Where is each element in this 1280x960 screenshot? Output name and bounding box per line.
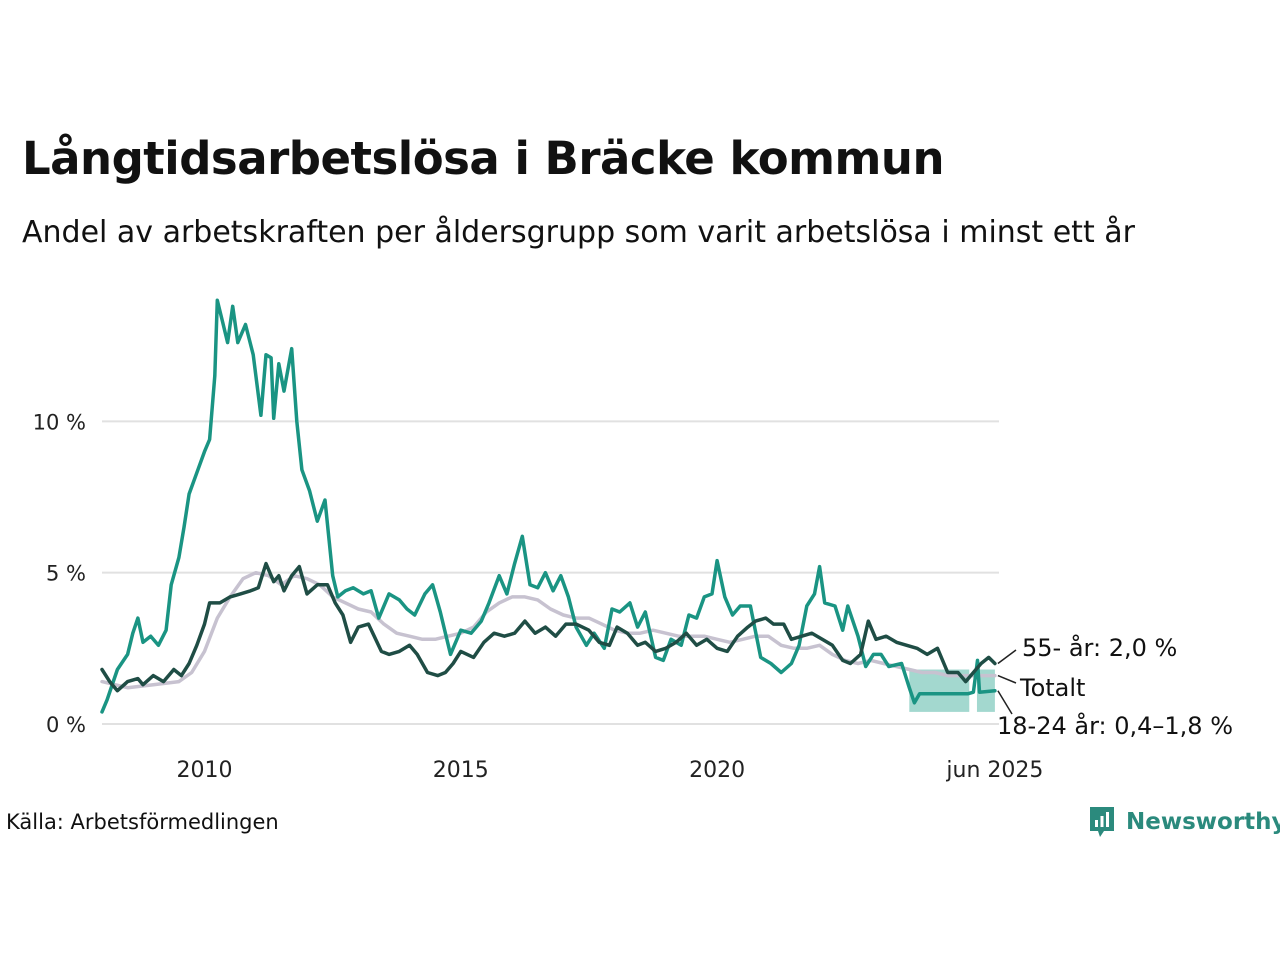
chart-subtitle: Andel av arbetskraften per åldersgrupp s… [22, 215, 1135, 250]
source-note: Källa: Arbetsförmedlingen [6, 810, 279, 834]
series-label-total-leader [997, 674, 1017, 684]
series-label-old-leader [997, 649, 1017, 665]
y-tick-label: 0 % [46, 713, 86, 737]
chart-title: Långtidsarbetslösa i Bräcke kommun [22, 132, 944, 185]
series-label-old: 55- år: 2,0 % [1022, 633, 1177, 662]
series-line-young [100, 298, 997, 714]
series-line-total [100, 570, 997, 690]
series-line-old [100, 561, 997, 693]
newsworthy-logo: Newsworthy [1088, 805, 1280, 839]
series-label-young: 18-24 år: 0,4–1,8 % [997, 711, 1233, 740]
newsworthy-logo-icon [1090, 807, 1114, 837]
x-tick-label: 2010 [177, 758, 233, 783]
x-tick-label: 2015 [433, 758, 489, 783]
brand-name: Newsworthy [1126, 809, 1280, 835]
y-tick-label: 10 % [33, 410, 86, 434]
x-tick-label: jun 2025 [945, 758, 1043, 783]
y-tick-label: 5 % [46, 562, 86, 586]
x-tick-label: 2020 [689, 758, 745, 783]
series-label-young-leader [997, 690, 1013, 715]
series-label-total: Totalt [1019, 674, 1085, 702]
